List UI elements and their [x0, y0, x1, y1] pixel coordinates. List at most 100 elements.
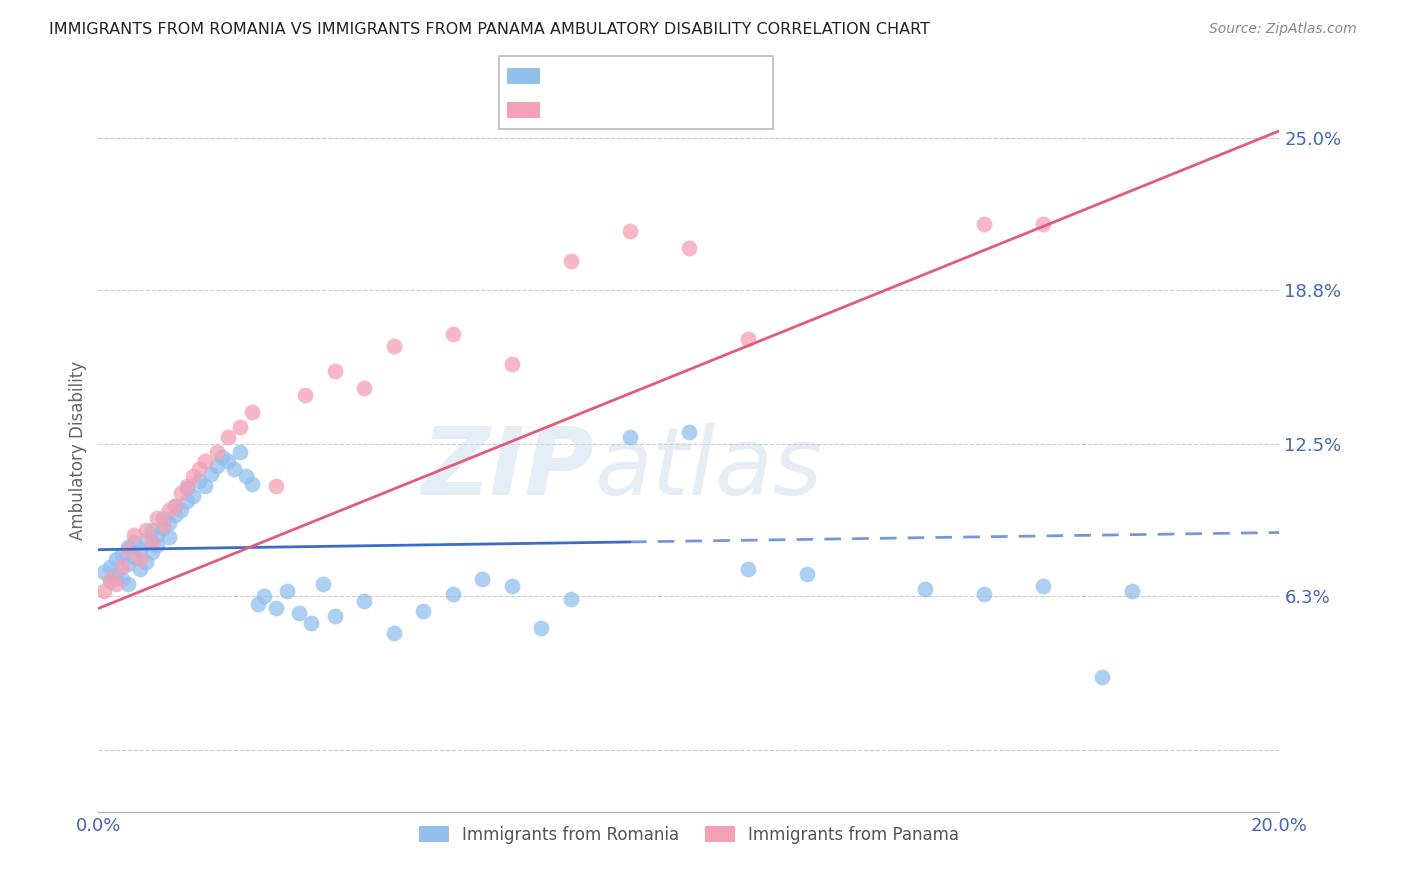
Point [737, 562, 759, 576]
Point [246, 597, 269, 611]
Point [117, 542, 139, 557]
Point [146, 538, 169, 552]
Point [217, 430, 239, 444]
Point [135, 555, 157, 569]
Point [105, 552, 128, 566]
FancyBboxPatch shape [499, 56, 773, 129]
Point [98, 559, 121, 574]
Point [146, 528, 169, 542]
Point [194, 454, 217, 468]
Point [240, 405, 263, 419]
Point [176, 479, 198, 493]
Point [294, 388, 316, 402]
Point [530, 621, 553, 635]
Point [152, 511, 174, 525]
Point [181, 489, 204, 503]
Point [299, 616, 322, 631]
Point [117, 540, 139, 554]
Point [165, 499, 187, 513]
Point [135, 533, 157, 547]
Point [176, 482, 198, 496]
Point [224, 462, 246, 476]
Text: R = 0.033: R = 0.033 [548, 67, 640, 85]
Point [98, 574, 121, 589]
Point [141, 535, 163, 549]
Text: R = 0.696: R = 0.696 [548, 102, 640, 120]
Point [619, 224, 641, 238]
Text: IMMIGRANTS FROM ROMANIA VS IMMIGRANTS FROM PANAMA AMBULATORY DISABILITY CORRELAT: IMMIGRANTS FROM ROMANIA VS IMMIGRANTS FR… [49, 22, 931, 37]
Point [312, 577, 335, 591]
Y-axis label: Ambulatory Disability: Ambulatory Disability [69, 361, 87, 540]
Point [973, 587, 995, 601]
Point [111, 548, 134, 562]
Point [122, 549, 145, 564]
Point [678, 425, 700, 439]
FancyBboxPatch shape [508, 68, 540, 84]
Point [264, 479, 287, 493]
Point [288, 607, 311, 621]
Point [122, 528, 145, 542]
Point [619, 430, 641, 444]
Point [441, 587, 464, 601]
Point [165, 499, 187, 513]
Point [737, 332, 759, 346]
Point [157, 530, 180, 544]
Point [157, 503, 180, 517]
Point [165, 508, 187, 523]
Point [141, 545, 163, 559]
Point [205, 444, 228, 458]
Point [105, 577, 128, 591]
Point [146, 511, 169, 525]
Text: ZIP: ZIP [422, 423, 595, 515]
Point [240, 476, 263, 491]
Point [117, 558, 139, 572]
Point [187, 462, 209, 476]
Point [111, 559, 134, 574]
Point [170, 503, 193, 517]
Point [229, 420, 252, 434]
Point [181, 469, 204, 483]
Point [560, 591, 582, 606]
Point [412, 604, 434, 618]
Point [353, 594, 375, 608]
Point [1091, 670, 1114, 684]
Point [93, 584, 115, 599]
Point [253, 589, 276, 603]
Point [217, 454, 239, 468]
Point [152, 520, 174, 534]
Point [501, 579, 523, 593]
Point [1032, 217, 1054, 231]
FancyBboxPatch shape [508, 103, 540, 119]
Point [914, 582, 936, 596]
Point [135, 523, 157, 537]
Point [441, 327, 464, 342]
Point [128, 552, 150, 566]
Point [235, 469, 257, 483]
Point [176, 493, 198, 508]
Point [560, 253, 582, 268]
Point [152, 518, 174, 533]
Point [200, 467, 222, 481]
Point [973, 217, 995, 231]
Text: N = 35: N = 35 [669, 102, 733, 120]
Point [501, 357, 523, 371]
Point [122, 535, 145, 549]
Point [205, 459, 228, 474]
Point [323, 608, 346, 623]
Point [157, 516, 180, 530]
Point [105, 567, 128, 582]
Text: Source: ZipAtlas.com: Source: ZipAtlas.com [1209, 22, 1357, 37]
Point [276, 584, 298, 599]
Point [111, 572, 134, 586]
Point [382, 339, 405, 353]
Point [353, 381, 375, 395]
Point [128, 562, 150, 576]
Point [1121, 584, 1143, 599]
Point [128, 542, 150, 557]
Point [93, 565, 115, 579]
Point [471, 572, 494, 586]
Point [264, 601, 287, 615]
Text: N = 65: N = 65 [669, 67, 733, 85]
Point [211, 450, 233, 464]
Point [1032, 579, 1054, 593]
